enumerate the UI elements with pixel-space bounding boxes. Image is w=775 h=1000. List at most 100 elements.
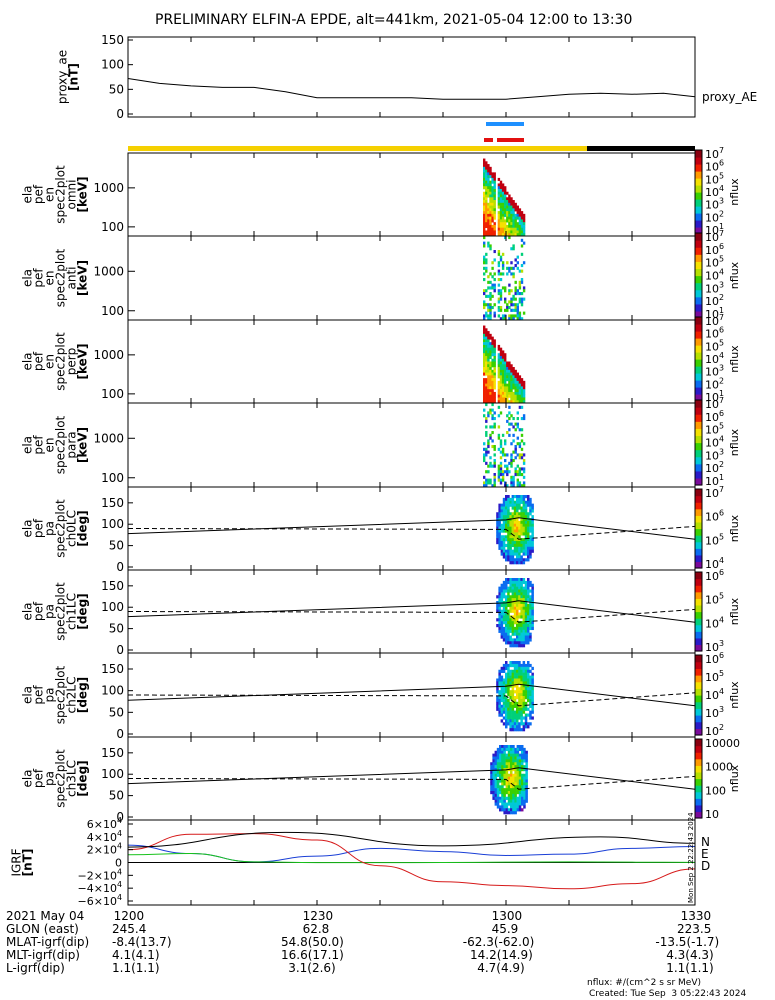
pa-spectrogram-cell bbox=[505, 500, 508, 504]
pa-spectrogram-cell bbox=[511, 535, 515, 539]
pa-spectrogram-cell bbox=[520, 509, 523, 513]
spectrogram-cell bbox=[493, 227, 496, 231]
spectrogram-cell bbox=[483, 202, 486, 206]
pa-spectrogram-cell bbox=[524, 632, 528, 636]
pa-spectrogram-cell bbox=[518, 661, 521, 665]
orbit-row-label: 2021 May 04 bbox=[6, 909, 85, 923]
colorbar-step bbox=[695, 296, 702, 305]
colorbar-tick-label: 105 bbox=[705, 592, 724, 607]
spectrogram-cell bbox=[489, 191, 492, 195]
colorbar-step bbox=[695, 220, 702, 228]
spectrogram-cell bbox=[497, 364, 501, 368]
pa-spectrogram-cell bbox=[494, 768, 498, 772]
pa-spectrogram-cell bbox=[500, 598, 504, 602]
pa-spectrogram-cell bbox=[522, 618, 526, 622]
pa-spectrogram-cell bbox=[520, 515, 523, 519]
spectrogram-cell bbox=[497, 216, 501, 220]
pa-spectrogram-cell bbox=[525, 791, 528, 795]
pa-spectrogram-cell bbox=[496, 756, 500, 760]
spectrogram-cell bbox=[522, 380, 526, 384]
spectrogram-cell bbox=[491, 397, 494, 401]
spectrogram-cell bbox=[504, 227, 507, 231]
pa-spectrogram-cell bbox=[529, 701, 532, 706]
pa-spectrogram-cell bbox=[527, 687, 530, 691]
pa-spectrogram-cell bbox=[503, 799, 506, 803]
spectrogram-cell bbox=[516, 470, 519, 474]
pa-spectrogram-cell bbox=[500, 523, 504, 527]
spectrogram-cell bbox=[483, 236, 486, 240]
pa-spectrogram-cell bbox=[516, 745, 520, 749]
spectrogram-cell bbox=[508, 470, 511, 474]
spectrogram-cell bbox=[508, 197, 511, 201]
y-tick-label: 1000 bbox=[93, 181, 124, 195]
spectrogram-cell bbox=[501, 350, 505, 354]
spectrogram-cell bbox=[512, 383, 515, 387]
spectrogram-cell bbox=[483, 378, 486, 382]
pa-spectrogram-cell bbox=[531, 615, 534, 619]
spectrogram-cell bbox=[508, 417, 511, 421]
spectrogram-cell bbox=[506, 308, 509, 312]
spectrogram-cell bbox=[510, 375, 513, 379]
pa-spectrogram-cell bbox=[498, 713, 501, 717]
spectrogram-cell bbox=[499, 191, 503, 195]
pa-spectrogram-cell bbox=[522, 512, 526, 516]
pa-spectrogram-cell bbox=[522, 538, 526, 542]
spectrogram-cell bbox=[499, 294, 503, 298]
spectrogram-cell bbox=[516, 224, 519, 228]
pa-spectrogram-cell bbox=[511, 592, 515, 596]
spectrogram-cell bbox=[510, 364, 513, 368]
pa-spectrogram-cell bbox=[492, 791, 495, 795]
spectrogram-cell bbox=[506, 361, 509, 365]
spectrogram-cell bbox=[487, 280, 490, 284]
spectrogram-cell bbox=[499, 208, 503, 212]
spectrogram-cell bbox=[489, 364, 492, 368]
pa-spectrogram-cell bbox=[522, 500, 526, 504]
science-zone-red-1 bbox=[484, 138, 493, 142]
pa-spectrogram-cell bbox=[513, 669, 517, 673]
spectrogram-cell bbox=[520, 405, 524, 409]
pa-spectrogram-cell bbox=[518, 497, 521, 502]
spectrogram-cell bbox=[487, 230, 490, 234]
spectrogram-cell bbox=[516, 255, 519, 259]
pa-spectrogram-cell bbox=[512, 788, 515, 792]
pa-spectrogram-cell bbox=[521, 745, 524, 749]
ylabel-line: spec2plot bbox=[54, 415, 68, 474]
pa-spectrogram-cell bbox=[527, 707, 530, 711]
spectrogram-cell bbox=[516, 425, 519, 429]
spectrogram-cell bbox=[487, 213, 490, 217]
colorbar-step bbox=[695, 303, 702, 312]
colorbar-step bbox=[695, 157, 702, 165]
pa-spectrogram-cell bbox=[500, 529, 504, 533]
pa-spectrogram-cell bbox=[514, 756, 517, 760]
pa-spectrogram-cell bbox=[499, 796, 502, 800]
pa-spectrogram-cell bbox=[518, 808, 522, 812]
spectrogram-cell bbox=[491, 358, 494, 362]
spectrogram-cell bbox=[483, 272, 486, 276]
spectrogram-cell bbox=[501, 394, 505, 398]
pa-spectrogram-cell bbox=[516, 532, 519, 536]
pa-spectrogram-cell bbox=[527, 690, 530, 694]
spectrogram-cell bbox=[506, 470, 509, 474]
pa-spectrogram-cell bbox=[507, 773, 511, 777]
spectrogram-cell bbox=[483, 383, 486, 387]
pa-spectrogram-cell bbox=[500, 710, 504, 714]
spectrogram-cell bbox=[510, 208, 513, 212]
orbit-row-value: 1330 bbox=[680, 909, 712, 923]
pa-spectrogram-cell bbox=[529, 541, 532, 545]
ylabel-line: ela bbox=[21, 269, 35, 287]
spectrogram-cell bbox=[512, 247, 515, 251]
spectrogram-cell bbox=[493, 481, 496, 485]
spectrogram-cell bbox=[512, 224, 515, 228]
spectrogram-cell bbox=[489, 292, 492, 296]
pa-spectrogram-cell bbox=[524, 515, 528, 519]
spectrogram-cell bbox=[487, 314, 490, 318]
spectrogram-cell bbox=[518, 445, 522, 449]
pa-spectrogram-cell bbox=[527, 495, 530, 499]
pa-spectrogram-cell bbox=[499, 791, 502, 795]
ylabel-line: ela bbox=[21, 686, 35, 704]
spectrogram-cell bbox=[520, 391, 524, 395]
spectrogram-cell bbox=[497, 261, 501, 265]
spectrogram-cell bbox=[493, 172, 496, 176]
ylabel-line: en bbox=[43, 438, 57, 453]
orbit-row-value: 3.1(2.6) bbox=[288, 961, 336, 975]
